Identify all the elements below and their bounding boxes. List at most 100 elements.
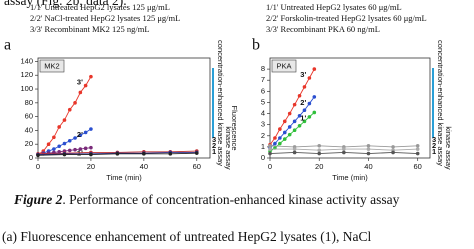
data-point [317,143,322,148]
x-tick-label: 0 [268,162,272,171]
data-point [78,133,83,138]
y-tick-label: 7 [261,75,265,84]
data-point [297,93,302,98]
data-point [292,128,297,133]
data-point [307,101,312,106]
data-point [268,151,272,156]
data-point [57,125,61,129]
y-tick-label: 0 [261,153,265,162]
data-point [307,76,312,80]
data-point [89,145,93,150]
data-point [415,147,420,151]
legend-entry: 1/1' Untreated HepG2 lysates 60 μg/mL [266,2,402,12]
y-tick-label: 4 [261,109,265,118]
data-point [292,102,297,107]
data-point [312,110,317,115]
badge: MK2 [44,61,59,70]
data-point [302,108,307,113]
data-point [366,143,371,148]
data-point [83,146,88,151]
data-point [83,130,88,135]
caption-text: . Performance of concentration-enhanced … [62,192,399,207]
data-point [302,119,307,124]
legend-entry: 2/2' NaCl-treated HepG2 lysates 125 μg/m… [30,13,180,23]
annotation: concentration-enhanced kinase assay [216,40,225,166]
badge: PKA [276,61,291,70]
data-point [67,107,72,112]
data-point [391,150,395,155]
data-point [278,136,282,140]
data-point [317,148,322,153]
y-tick-label: 120 [20,70,33,79]
series-label: 1 [432,147,436,156]
legend-entry: 1/1' Untreated HepG2 lysates 125 μg/mL [30,2,170,12]
legend-entry: 3/3' Recombinant PKA 60 ng/mL [266,24,380,34]
data-point [282,137,287,141]
data-point [278,127,282,131]
y-tick-label: 140 [20,56,33,65]
data-point [115,152,120,156]
y-tick-label: 1 [261,142,265,151]
series-line [269,68,315,145]
y-tick-label: 5 [261,97,265,106]
series-label: 1' [300,113,306,122]
data-point [73,136,77,140]
series-label: 2 [432,141,436,150]
data-point [67,138,72,143]
data-point [89,152,93,157]
plot-frame [37,57,211,159]
y-tick-label: 6 [261,86,265,95]
y-tick-label: 8 [261,64,265,73]
data-point [273,141,277,146]
data-point [292,119,297,124]
data-point [391,145,395,149]
data-point [312,67,317,71]
plot-frame [269,57,431,159]
data-point [57,149,61,154]
x-tick-label: 20 [315,162,323,171]
data-point [415,143,420,148]
data-point [83,83,88,88]
y-tick-label: 100 [20,84,33,93]
y-tick-label: 40 [25,125,33,134]
data-point [194,151,199,155]
series-label: 3 [212,135,216,144]
panel-label: b [252,37,260,54]
data-point [268,147,272,151]
data-point [366,147,371,151]
y-tick-label: 60 [25,112,33,121]
x-axis-label: Time (min) [332,173,368,182]
annotation: concentration-enhanced kinase assay [436,40,445,166]
data-point [317,151,322,156]
y-tick-label: 20 [25,139,33,148]
data-point [57,144,61,149]
data-point [89,74,93,79]
legend-entry: 2/2' Forskolin-treated HepG2 lysates 60 … [266,13,427,23]
series-label: 2 [212,141,216,150]
legend-entry: 3/3' Recombinant MK2 125 ng/mL [30,24,150,34]
series-label: 3 [432,135,436,144]
series-line [269,112,315,152]
data-point [282,119,287,124]
data-point [78,90,83,95]
data-point [36,153,40,158]
badge-box [271,59,297,73]
data-point [168,152,173,156]
panel-label: a [4,37,11,54]
y-tick-label: 80 [25,98,33,107]
data-point [292,147,297,151]
series-label: 3' [300,70,306,79]
data-point [312,95,317,99]
data-point [73,147,77,152]
top-text: assay (Fig. 2b, data 2). [4,0,127,8]
data-point [292,150,297,155]
series-label: 1 [212,147,216,156]
x-tick-label: 20 [87,162,95,171]
caption-label: Figure 2 [13,192,63,207]
data-point [89,127,93,131]
data-point [287,111,292,116]
x-tick-label: 0 [36,162,40,171]
x-axis-label: Time (min) [106,173,142,182]
data-point [287,125,292,129]
data-point [62,118,67,122]
